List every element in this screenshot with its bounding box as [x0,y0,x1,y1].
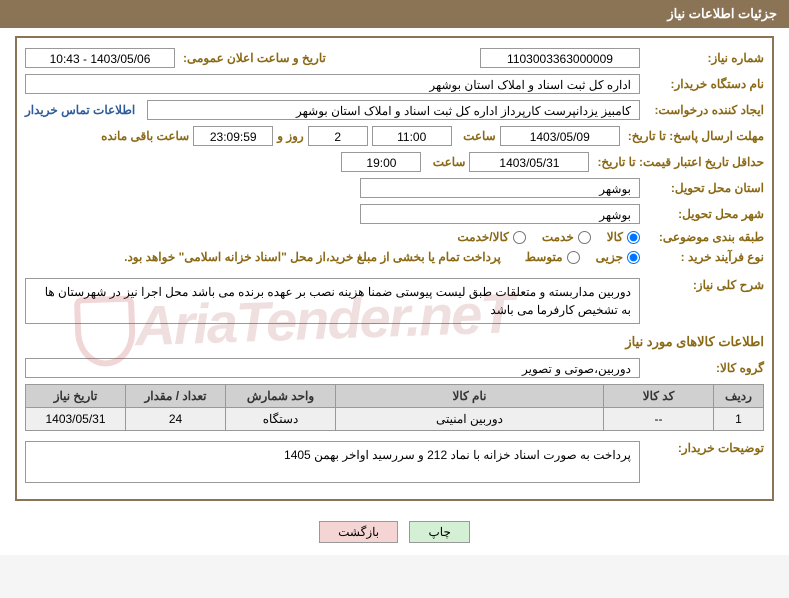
cell-row: 1 [714,408,764,431]
radio-goods[interactable] [627,231,640,244]
response-date-field: 1403/05/09 [500,126,620,146]
buyer-org-field: اداره کل ثبت اسناد و املاک استان بوشهر [25,74,640,94]
announce-label: تاریخ و ساعت اعلان عمومی: [179,51,326,65]
content-panel: AriaTender.neT شماره نیاز: 1103003363000… [15,36,774,501]
days-and-text: روز و [277,129,304,143]
validity-time-field: 19:00 [341,152,421,172]
time-label-1: ساعت [456,129,496,143]
buyer-notes-field: پرداخت به صورت اسناد خزانه با نماد 212 و… [25,441,640,483]
requester-label: ایجاد کننده درخواست: [644,103,764,117]
th-code: کد کالا [604,385,714,408]
th-name: نام کالا [336,385,604,408]
delivery-province-field: بوشهر [360,178,640,198]
requester-field: کامبیز یزدانپرست کارپرداز اداره کل ثبت ا… [147,100,640,120]
announce-field: 1403/05/06 - 10:43 [25,48,175,68]
cell-qty: 24 [126,408,226,431]
remaining-text: ساعت باقی مانده [101,129,189,143]
purchase-type-label: نوع فرآیند خرید : [644,250,764,264]
delivery-city-field: بوشهر [360,204,640,224]
validity-date-field: 1403/05/31 [469,152,589,172]
radio-service[interactable] [578,231,591,244]
response-deadline-label: مهلت ارسال پاسخ: تا تاریخ: [624,129,764,143]
radio-service-label: خدمت [542,230,574,244]
radio-medium-label: متوسط [525,250,563,264]
radio-goods-label: کالا [607,230,623,244]
page-header: جزئیات اطلاعات نیاز [0,0,789,28]
response-time-field: 11:00 [372,126,452,146]
buyer-notes-label: توضیحات خریدار: [644,441,764,455]
cell-unit: دستگاه [226,408,336,431]
goods-group-label: گروه کالا: [644,361,764,375]
time-label-2: ساعت [425,155,465,169]
page-title: جزئیات اطلاعات نیاز [667,6,777,21]
days-field: 2 [308,126,368,146]
radio-minor-label: جزیی [596,250,623,264]
general-desc-label: شرح کلی نیاز: [644,278,764,292]
radio-medium[interactable] [567,251,580,264]
cell-code: -- [604,408,714,431]
cell-date: 1403/05/31 [26,408,126,431]
delivery-city-label: شهر محل تحویل: [644,207,764,221]
goods-info-title: اطلاعات کالاهای مورد نیاز [25,334,764,350]
th-row: ردیف [714,385,764,408]
delivery-province-label: استان محل تحویل: [644,181,764,195]
th-qty: تعداد / مقدار [126,385,226,408]
goods-group-field: دوربین،صوتی و تصویر [25,358,640,378]
validity-label: حداقل تاریخ اعتبار قیمت: تا تاریخ: [593,155,764,169]
need-number-field: 1103003363000009 [480,48,640,68]
radio-minor[interactable] [627,251,640,264]
buyer-contact-link[interactable]: اطلاعات تماس خریدار [25,103,143,117]
general-desc-field: دوربین مداربسته و متعلقات طبق لیست پیوست… [25,278,640,324]
countdown-field: 23:09:59 [193,126,273,146]
table-row: 1 -- دوربین امنیتی دستگاه 24 1403/05/31 [26,408,764,431]
radio-goods-service-label: کالا/خدمت [457,230,508,244]
th-unit: واحد شمارش [226,385,336,408]
goods-table: ردیف کد کالا نام کالا واحد شمارش تعداد /… [25,384,764,431]
th-date: تاریخ نیاز [26,385,126,408]
print-button[interactable]: چاپ [409,521,469,543]
category-label: طبقه بندی موضوعی: [644,230,764,244]
buyer-org-label: نام دستگاه خریدار: [644,77,764,91]
payment-note: پرداخت تمام یا بخشی از مبلغ خرید،از محل … [124,250,501,264]
cell-name: دوربین امنیتی [336,408,604,431]
radio-goods-service[interactable] [513,231,526,244]
back-button[interactable]: بازگشت [319,521,398,543]
need-number-label: شماره نیاز: [644,51,764,65]
